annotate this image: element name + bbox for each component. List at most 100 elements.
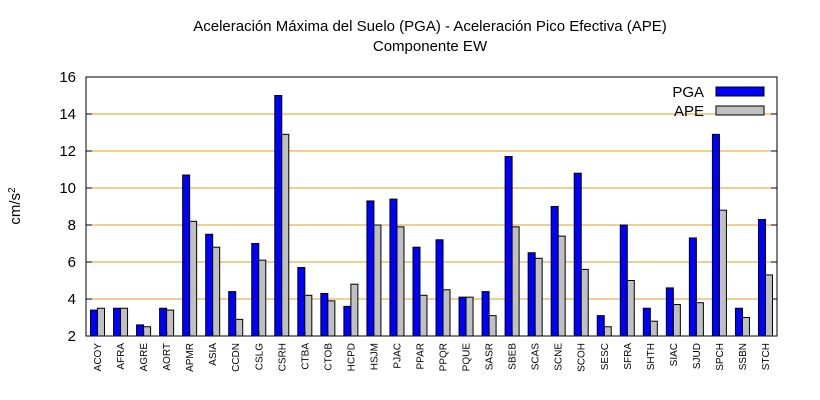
bar-ape-stch [764, 274, 773, 337]
y-axis-label: cm/s2 [7, 187, 25, 225]
bar-pga-sjud [688, 237, 697, 337]
y-axis-label-exponent: 2 [7, 187, 18, 193]
x-tick-label: SCAS [531, 343, 542, 371]
x-tick-label: AFRA [116, 343, 127, 370]
x-tick-label: CTOB [323, 343, 334, 371]
x-tick-label: SPCH [715, 343, 726, 371]
chart-subtitle: Componente EW [373, 38, 488, 55]
bar-pga-sfra [619, 224, 628, 337]
x-tick-label: HSJM [369, 343, 380, 370]
x-tick-label: APMR [185, 343, 196, 372]
bar-ape-csrh [281, 133, 290, 337]
legend-swatch-ape [715, 105, 765, 116]
grid-lines [86, 113, 777, 300]
x-tick-label: SJUD [692, 343, 703, 369]
bar-pga-apmr [182, 174, 191, 337]
bar-pga-aort [159, 307, 168, 337]
x-tick-label: PQUE [462, 343, 473, 372]
bar-pga-cslg [251, 243, 260, 337]
plot-frame [85, 76, 778, 337]
x-tick-label: STCH [761, 343, 772, 370]
bar-ape-shth [649, 320, 658, 337]
bar-ape-afra [120, 307, 129, 337]
bar-ape-sjud [695, 302, 704, 337]
bar-ape-scne [557, 235, 566, 337]
bar-ape-cslg [258, 259, 267, 337]
bar-pga-agre [136, 324, 145, 337]
bar-pga-pque [458, 296, 467, 337]
x-axis-tick-labels: ACOY AFRA AGRE AORT APMR ASIA CCDN CSLG CSRH CTBA… [93, 331, 772, 372]
bar-ape-ssbn [741, 317, 750, 337]
x-tick-label: SCNE [554, 343, 565, 371]
y-tick-label: 2 [68, 328, 76, 345]
bar-pga-sbeb [504, 156, 513, 337]
legend-swatch-pga [715, 86, 765, 97]
bar-pga-ccdn [228, 291, 237, 337]
bar-pga-csrh [274, 95, 283, 337]
bar-pga-hsjm [366, 200, 375, 337]
bar-pga-ctba [297, 267, 306, 337]
bar-ape-aort [166, 309, 175, 337]
bar-ape-spch [718, 209, 727, 337]
bar-ape-apmr [189, 220, 198, 337]
bar-ape-sbeb [511, 226, 520, 337]
bar-pga-scne [550, 206, 559, 337]
chart-title: Aceleración Máxima del Suelo (PGA) - Ace… [193, 18, 667, 35]
bar-pga-shth [642, 307, 651, 337]
bar-ape-ppar [419, 294, 428, 337]
bar-ape-hsjm [373, 224, 382, 337]
x-tick-label: PPAR [415, 343, 426, 370]
x-tick-label: PJAC [392, 343, 403, 369]
y-axis-ticks: 2 4 6 8 10 12 14 16 [59, 69, 777, 345]
bar-ape-pjac [396, 226, 405, 337]
y-tick-label: 4 [68, 291, 76, 308]
bar-pga-acoy [90, 309, 99, 337]
bar-pga-sesc [596, 315, 605, 337]
bars [90, 95, 773, 337]
bar-pga-hcpd [343, 305, 352, 337]
bar-ape-ccdn [235, 318, 244, 337]
bar-pga-sasr [481, 291, 490, 337]
x-tick-label: SASR [485, 343, 496, 370]
x-tick-label: CSLG [254, 343, 265, 370]
bar-ape-pque [465, 296, 474, 337]
y-tick-label: 16 [59, 69, 76, 86]
bar-ape-sfra [626, 280, 635, 337]
bar-pga-afra [113, 307, 122, 337]
x-tick-label: SIAC [669, 343, 680, 366]
x-tick-label: CSRH [277, 343, 288, 371]
bar-ape-scas [534, 257, 543, 337]
x-tick-label: CCDN [231, 343, 242, 372]
bar-ape-hcpd [350, 283, 359, 337]
bar-pga-asia [205, 233, 214, 337]
y-tick-label: 6 [68, 254, 76, 271]
bar-ape-sesc [603, 326, 612, 337]
x-tick-label: SBEB [508, 343, 519, 370]
y-axis-label-unit: cm/s [7, 193, 24, 225]
x-tick-label: CTBA [300, 343, 311, 370]
legend-label-ape: APE [674, 103, 704, 120]
bar-ape-agre [143, 326, 152, 337]
x-tick-label: ASIA [208, 343, 219, 366]
bar-ape-ppqr [442, 289, 451, 337]
x-tick-label: SHTH [646, 343, 657, 370]
legend: PGA APE [672, 84, 765, 120]
x-tick-label: SFRA [623, 343, 634, 370]
bar-ape-scoh [580, 268, 589, 337]
bar-pga-ctob [320, 292, 329, 337]
x-tick-label: AORT [162, 343, 173, 371]
y-tick-label: 12 [59, 143, 76, 160]
x-tick-label: ACOY [93, 343, 104, 372]
x-tick-label: SSBN [738, 343, 749, 370]
bar-pga-ppqr [435, 239, 444, 337]
bar-pga-scoh [573, 172, 582, 337]
bar-ape-acoy [97, 307, 106, 337]
x-tick-label: AGRE [139, 343, 150, 372]
bar-pga-scas [527, 252, 536, 337]
bar-ape-asia [212, 246, 221, 337]
bar-pga-spch [711, 133, 720, 337]
bar-pga-ssbn [734, 307, 743, 337]
bar-ape-ctob [327, 300, 336, 337]
legend-label-pga: PGA [672, 84, 704, 101]
y-tick-label: 14 [59, 106, 76, 123]
